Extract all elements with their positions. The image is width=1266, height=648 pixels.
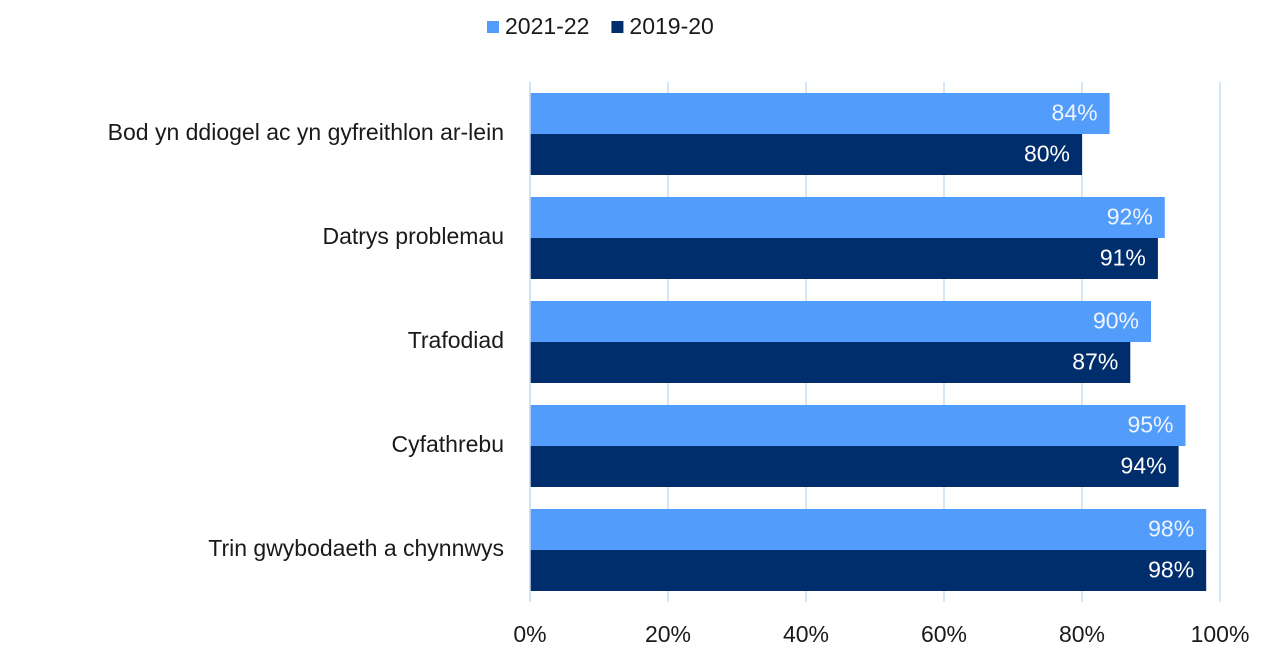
data-label: 87% bbox=[1072, 349, 1118, 375]
bar bbox=[530, 134, 1082, 175]
data-label: 92% bbox=[1107, 204, 1153, 230]
data-label: 98% bbox=[1148, 516, 1194, 542]
bar bbox=[530, 301, 1151, 342]
bar bbox=[530, 446, 1179, 487]
x-tick-label: 40% bbox=[783, 621, 829, 647]
x-tick-label: 80% bbox=[1059, 621, 1105, 647]
x-tick-label: 60% bbox=[921, 621, 967, 647]
legend-swatch bbox=[487, 21, 499, 33]
legend-label: 2019-20 bbox=[629, 13, 713, 39]
y-tick-label: Datrys problemau bbox=[322, 223, 504, 249]
bar bbox=[530, 197, 1165, 238]
x-tick-label: 20% bbox=[645, 621, 691, 647]
y-tick-label: Cyfathrebu bbox=[391, 431, 504, 457]
data-label: 80% bbox=[1024, 141, 1070, 167]
data-label: 95% bbox=[1127, 412, 1173, 438]
data-label: 98% bbox=[1148, 557, 1194, 583]
bar bbox=[530, 93, 1110, 134]
data-label: 94% bbox=[1121, 453, 1167, 479]
data-label: 91% bbox=[1100, 245, 1146, 271]
x-tick-label: 0% bbox=[513, 621, 546, 647]
bar bbox=[530, 550, 1207, 591]
legend-label: 2021-22 bbox=[505, 13, 589, 39]
legend-swatch bbox=[611, 21, 624, 33]
bar bbox=[530, 238, 1158, 279]
bar bbox=[530, 509, 1207, 550]
y-tick-label: Trin gwybodaeth a chynnwys bbox=[208, 535, 504, 561]
bar bbox=[530, 342, 1131, 383]
data-label: 84% bbox=[1052, 100, 1098, 126]
y-tick-label: Trafodiad bbox=[408, 327, 504, 353]
y-tick-label: Bod yn ddiogel ac yn gyfreithlon ar-lein bbox=[108, 119, 504, 145]
bar bbox=[530, 405, 1186, 446]
x-tick-label: 100% bbox=[1191, 621, 1250, 647]
data-label: 90% bbox=[1093, 308, 1139, 334]
